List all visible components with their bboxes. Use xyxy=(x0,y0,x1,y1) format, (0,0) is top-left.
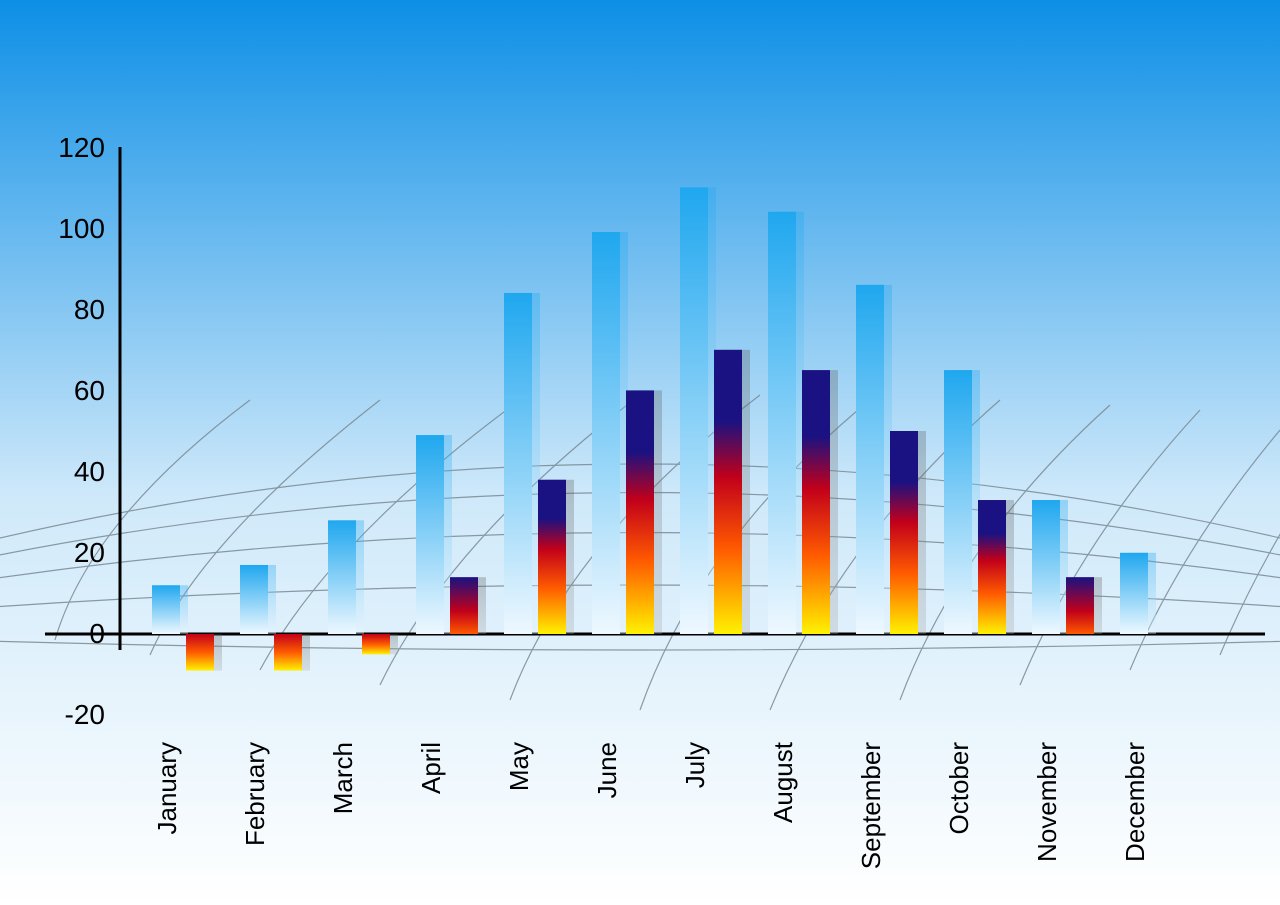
bar-chart: -20 0 20 40 60 80 100 120 xyxy=(0,0,1280,905)
bar-series-a xyxy=(856,285,884,634)
bar-series-b xyxy=(714,350,742,634)
xtick-label: June xyxy=(592,742,623,798)
bar-series-a xyxy=(592,232,620,634)
bar-series-b xyxy=(802,370,830,634)
bars-layer xyxy=(0,0,1280,905)
bar-series-a xyxy=(328,520,356,634)
xtick-label: May xyxy=(504,742,535,791)
bar-series-b xyxy=(626,390,654,634)
xtick-label: September xyxy=(856,742,887,869)
xtick-label: August xyxy=(768,742,799,823)
bar-series-a xyxy=(152,585,180,634)
bar-series-a xyxy=(504,293,532,634)
xtick-label: November xyxy=(1032,742,1063,862)
xtick-label: October xyxy=(944,742,975,835)
xtick-label: February xyxy=(240,742,271,846)
xtick-label: March xyxy=(328,742,359,814)
bar-series-a xyxy=(240,565,268,634)
bar-series-b xyxy=(450,577,478,634)
bar-series-b xyxy=(274,634,302,671)
bar-series-a xyxy=(944,370,972,634)
bar-series-a xyxy=(1032,500,1060,634)
bar-series-a xyxy=(680,187,708,634)
bar-series-a xyxy=(416,435,444,634)
bar-series-b xyxy=(890,431,918,634)
bar-series-a xyxy=(768,212,796,634)
bar-series-b xyxy=(362,634,390,654)
chart-canvas: -20 0 20 40 60 80 100 120 xyxy=(0,0,1280,905)
bar-series-b xyxy=(978,500,1006,634)
bar-series-b xyxy=(1066,577,1094,634)
xtick-label: July xyxy=(680,742,711,788)
bar-series-a xyxy=(1120,553,1148,634)
bar-series-b xyxy=(538,480,566,634)
xtick-label: April xyxy=(416,742,447,794)
xtick-label: December xyxy=(1120,742,1151,862)
xtick-label: January xyxy=(152,742,183,835)
bar-series-b xyxy=(186,634,214,671)
